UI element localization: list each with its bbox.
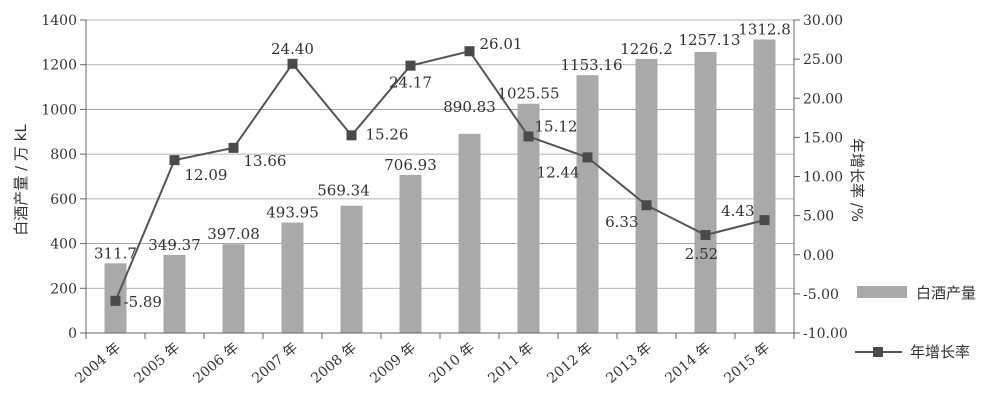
bar-value-label: 493.95 — [266, 204, 319, 222]
line-marker — [405, 60, 416, 71]
bar-value-label: 1153.16 — [560, 56, 622, 74]
x-tick-label: 2009 年 — [367, 340, 419, 387]
y2-tick-label: 0.00 — [803, 248, 834, 264]
bar-value-label: 1226.2 — [620, 40, 673, 58]
bar — [517, 103, 540, 333]
line-value-label: 24.17 — [389, 74, 432, 92]
line-value-label: 2.52 — [685, 245, 718, 263]
line-marker — [287, 58, 298, 69]
y2-tick-label: 25.00 — [803, 52, 843, 68]
data-labels: 311.7 349.37 397.08 493.95 569.34 706.93 890.8… — [94, 20, 791, 310]
bar-value-label: 397.08 — [207, 225, 260, 243]
line-value-label: 13.66 — [244, 152, 287, 170]
line-value-label: 15.26 — [366, 125, 409, 143]
line-marker — [759, 215, 770, 226]
bar-value-label: 1312.8 — [738, 20, 791, 38]
y2-tick-label: 10.00 — [803, 170, 843, 186]
legend-swatch-marker — [873, 347, 883, 357]
x-tick-label: 2010 年 — [426, 340, 478, 387]
bar — [635, 58, 658, 333]
line-marker — [464, 46, 475, 57]
y2-tick-label: 5.00 — [803, 209, 834, 225]
legend-label-bar: 白酒产量 — [916, 284, 976, 302]
growth-line — [114, 50, 765, 302]
bar — [222, 244, 245, 333]
line-value-label: -5.89 — [124, 293, 162, 311]
line-marker — [346, 130, 357, 141]
y2-tick-label: 20.00 — [803, 91, 843, 107]
y-tick-label: 0 — [68, 326, 77, 342]
bar-value-label: 311.7 — [94, 244, 137, 262]
y2-tick-label: 15.00 — [803, 130, 843, 146]
bar-value-label: 349.37 — [148, 236, 201, 254]
legend-swatch-bar — [857, 286, 907, 298]
y-tick-label: 400 — [50, 237, 77, 253]
line-marker — [523, 131, 534, 142]
bar-value-label: 569.34 — [317, 182, 370, 200]
x-tick-label: 2008 年 — [308, 340, 360, 387]
line-marker — [110, 295, 121, 306]
bar — [694, 51, 717, 333]
x-tick-label: 2005 年 — [131, 340, 183, 387]
y2-tick-label: -5.00 — [803, 287, 839, 303]
bar-series — [104, 39, 776, 334]
line-marker — [228, 142, 239, 153]
bar — [753, 39, 776, 334]
line-value-label: 4.43 — [721, 202, 754, 220]
line-value-label: 15.12 — [535, 117, 578, 135]
bar — [458, 133, 481, 333]
y-tick-label: 1000 — [41, 102, 77, 118]
x-tick-label: 2015 年 — [721, 340, 773, 387]
line-marker — [700, 230, 711, 241]
y2-tick-label: 30.00 — [803, 13, 843, 29]
bar — [163, 254, 186, 333]
x-tick-label: 2004 年 — [72, 340, 124, 387]
y-tick-label: 1400 — [41, 13, 77, 29]
x-tick-label: 2006 年 — [190, 340, 242, 387]
line-marker — [169, 155, 180, 166]
line-marker — [641, 200, 652, 211]
bar-value-label: 1025.55 — [497, 85, 559, 103]
bar-value-label: 890.83 — [443, 98, 496, 116]
line-value-label: 24.40 — [271, 40, 314, 58]
bar — [281, 222, 304, 333]
y-tick-label: 1200 — [41, 58, 77, 74]
line-value-label: 12.44 — [537, 163, 580, 181]
y-axis-title: 白酒产量 / 万 kL — [12, 124, 30, 236]
line-value-label: 6.33 — [605, 213, 638, 231]
x-tick-label: 2012 年 — [544, 340, 596, 387]
x-tick-label: 2011 年 — [485, 340, 537, 387]
x-tick-label: 2013 年 — [603, 340, 655, 387]
line-series — [110, 46, 770, 306]
legend-label-line: 年增长率 — [910, 343, 970, 361]
y-tick-label: 600 — [50, 192, 77, 208]
y-tick-label: 200 — [50, 281, 77, 297]
line-value-label: 12.09 — [185, 166, 228, 184]
y2-tick-label: -10.00 — [803, 326, 848, 342]
bar — [399, 174, 422, 333]
y-tick-label: 800 — [50, 147, 77, 163]
axes: 0 200 400 600 800 1000 1200 1400 -10.00 -5.00 0.00… — [41, 13, 847, 387]
y2-axis-title: 年增长率 /% — [848, 138, 866, 222]
x-tick-label: 2014 年 — [662, 340, 714, 387]
bar-value-label: 706.93 — [384, 156, 437, 174]
bar — [576, 75, 599, 333]
line-value-label: 26.01 — [480, 35, 523, 53]
bar — [340, 205, 363, 333]
x-tick-label: 2007 年 — [249, 340, 301, 387]
bar-value-label: 1257.13 — [678, 31, 740, 49]
line-marker — [582, 152, 593, 163]
